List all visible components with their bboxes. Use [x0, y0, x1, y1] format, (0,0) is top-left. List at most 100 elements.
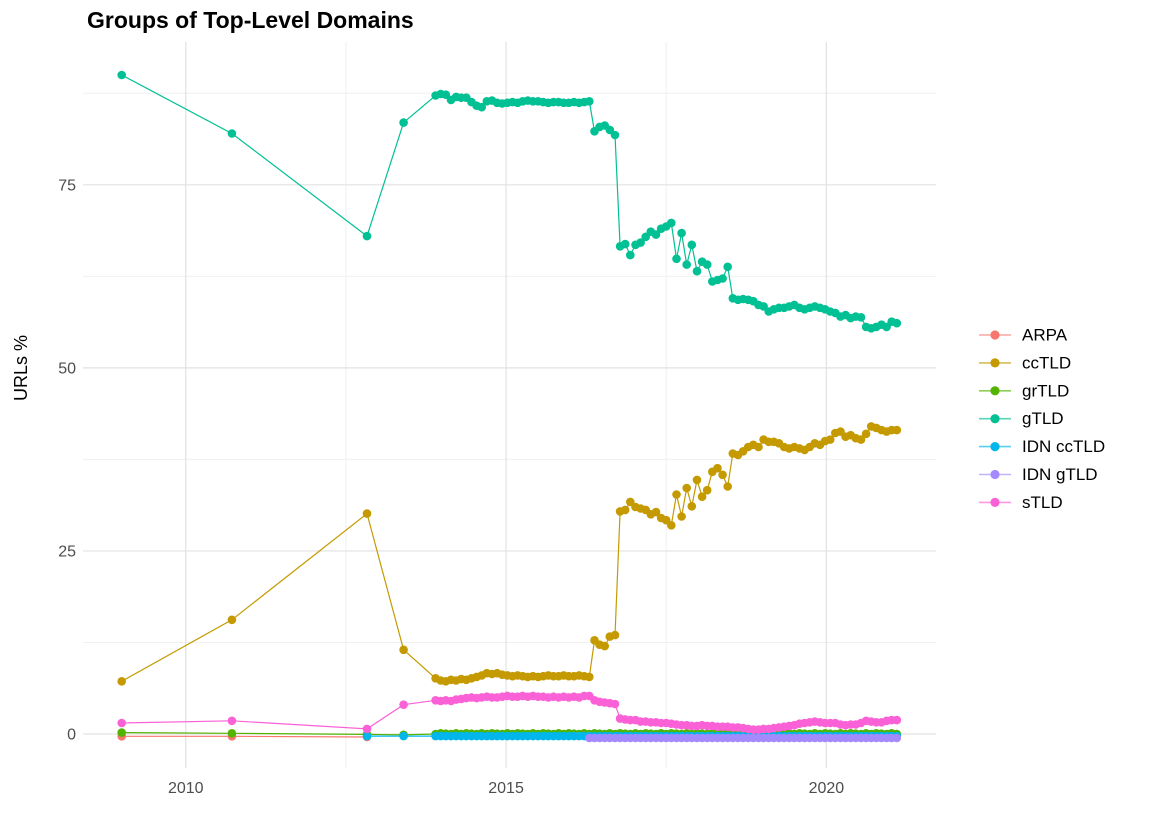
legend-item-grTLD: grTLD — [979, 381, 1069, 400]
data-point-ccTLD — [682, 483, 691, 493]
legend-label: ccTLD — [1022, 353, 1071, 372]
data-point-gTLD — [651, 230, 661, 239]
legend-key-dot — [990, 414, 1000, 424]
data-point-grTLD — [227, 729, 237, 738]
data-point-gTLD — [362, 231, 372, 241]
data-point-sTLD — [227, 716, 237, 726]
legend-item-ccTLD: ccTLD — [979, 353, 1071, 372]
data-point-ccTLD — [610, 630, 620, 640]
legend-label: IDN ccTLD — [1022, 437, 1105, 456]
series-ccTLD — [117, 422, 902, 686]
data-point-ccTLD — [620, 505, 630, 515]
legend: ARPA ccTLD grTLD gTLD IDN ccTLD IDN gTLD sTLD — [979, 326, 1105, 512]
data-point-ccTLD — [697, 492, 707, 502]
data-point-sTLD — [610, 699, 620, 709]
data-point-gTLD — [702, 260, 712, 269]
legend-key-dot — [990, 330, 1000, 340]
data-point-ccTLD — [585, 672, 594, 682]
data-point-IDN-gTLD — [892, 733, 902, 743]
data-point-gTLD — [687, 240, 697, 250]
series-line-gTLD — [121, 74, 897, 329]
data-point-ccTLD — [702, 485, 712, 495]
x-tick-label: 2010 — [168, 780, 204, 797]
data-point-ccTLD — [892, 425, 902, 435]
data-point-gTLD — [620, 239, 630, 249]
legend-label: grTLD — [1022, 381, 1069, 400]
legend-item-sTLD: sTLD — [979, 493, 1063, 512]
legend-label: sTLD — [1022, 493, 1063, 512]
data-point-gTLD — [667, 218, 676, 228]
data-point-ccTLD — [754, 442, 763, 452]
data-point-gTLD — [718, 274, 727, 283]
data-point-gTLD — [677, 228, 686, 238]
data-point-gTLD — [626, 250, 635, 260]
legend-label: IDN gTLD — [1022, 465, 1098, 484]
legend-item-ARPA: ARPA — [979, 326, 1068, 345]
data-point-gTLD — [441, 90, 451, 99]
data-point-gTLD — [117, 70, 126, 80]
y-axis-label: URLs % — [11, 335, 31, 401]
data-point-ccTLD — [600, 641, 609, 651]
data-point-gTLD — [892, 318, 902, 328]
legend-key-dot — [990, 497, 1000, 507]
data-point-IDN-ccTLD — [362, 731, 372, 741]
data-point-ccTLD — [713, 463, 722, 473]
data-point-gTLD — [399, 118, 408, 127]
series-sTLD — [117, 691, 902, 734]
data-point-gTLD — [672, 254, 681, 264]
data-point-gTLD — [856, 313, 866, 322]
data-point-sTLD — [117, 718, 126, 728]
data-point-ccTLD — [362, 509, 372, 518]
data-point-gTLD — [227, 129, 237, 138]
legend-item-gTLD: gTLD — [979, 409, 1064, 428]
legend-key-dot — [990, 358, 1000, 368]
data-point-ccTLD — [677, 512, 686, 521]
series-line-ARPA — [121, 735, 368, 738]
y-tick-label: 75 — [58, 177, 76, 194]
data-point-ccTLD — [825, 435, 835, 444]
data-point-gTLD — [477, 102, 487, 112]
series-IDN-gTLD — [585, 733, 902, 743]
data-point-ccTLD — [687, 502, 697, 511]
y-tick-label: 25 — [58, 543, 76, 560]
legend-item-IDN-ccTLD: IDN ccTLD — [979, 437, 1105, 456]
data-point-ccTLD — [692, 475, 702, 485]
x-tick-label: 2020 — [809, 780, 845, 797]
data-point-ccTLD — [672, 490, 681, 499]
data-point-ccTLD — [667, 521, 676, 530]
chart-title: Groups of Top-Level Domains — [87, 7, 414, 33]
data-point-gTLD — [723, 262, 732, 272]
data-point-sTLD — [399, 700, 408, 709]
data-point-sTLD — [362, 724, 372, 734]
x-tick-label: 2015 — [488, 780, 524, 797]
data-point-gTLD — [682, 260, 691, 269]
data-point-ccTLD — [651, 507, 661, 517]
data-point-gTLD — [585, 97, 594, 106]
series-layer — [117, 70, 902, 743]
series-line-ccTLD — [121, 425, 897, 682]
series-gTLD — [117, 70, 902, 333]
data-point-ccTLD — [723, 482, 732, 491]
data-point-ccTLD — [861, 429, 871, 439]
data-point-ccTLD — [399, 645, 408, 655]
y-tick-label: 50 — [58, 360, 76, 377]
data-point-ccTLD — [227, 615, 237, 625]
data-point-ccTLD — [117, 677, 126, 686]
legend-key-dot — [990, 442, 1000, 452]
data-point-ccTLD — [718, 470, 727, 480]
data-point-grTLD — [117, 728, 126, 737]
legend-key-dot — [990, 386, 1000, 396]
data-point-gTLD — [636, 238, 645, 247]
data-point-gTLD — [610, 130, 620, 140]
axis-tick-labels: 0 25 50 75 2010 2015 2020 — [58, 177, 844, 797]
data-point-IDN-ccTLD — [399, 731, 408, 741]
data-point-ccTLD — [856, 435, 866, 444]
legend-key-dot — [990, 469, 1000, 480]
gridlines — [83, 42, 936, 768]
y-tick-label: 0 — [67, 727, 76, 744]
legend-label: gTLD — [1022, 409, 1064, 428]
data-point-sTLD — [892, 715, 902, 725]
data-point-gTLD — [692, 266, 702, 276]
